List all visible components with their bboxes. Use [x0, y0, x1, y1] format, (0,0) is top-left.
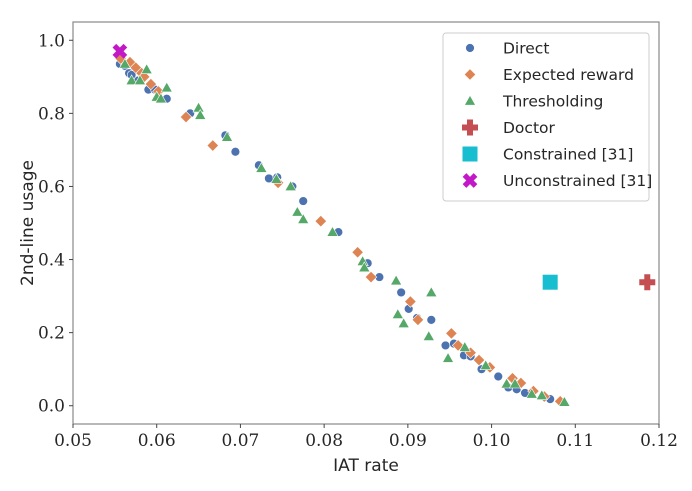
x-axis: 0.05 0.06 0.07 0.08 0.09 0.10 0.11 0.12	[54, 424, 678, 451]
data-point	[535, 389, 548, 400]
data-point	[458, 341, 471, 352]
x-tick-label: 0.06	[138, 431, 176, 451]
x-tick-label: 0.07	[221, 431, 259, 451]
data-point	[125, 74, 138, 85]
data-point	[493, 371, 503, 382]
legend: Direct Expected reward Thresholding Doctor C…	[442, 32, 652, 202]
legend-label: Constrained [31]	[503, 146, 633, 164]
data-point	[426, 315, 436, 325]
legend-label: Doctor	[503, 119, 556, 137]
data-point	[500, 377, 513, 389]
data-point	[351, 246, 364, 259]
legend-marker	[462, 119, 478, 136]
data-point	[404, 295, 417, 308]
x-tick-label: 0.09	[389, 431, 427, 451]
data-point	[358, 261, 371, 273]
y-axis-label: 2nd-line usage	[18, 160, 38, 286]
data-point	[298, 196, 308, 206]
x-tick-label: 0.10	[473, 431, 511, 451]
data-point	[297, 213, 310, 224]
data-point	[425, 286, 438, 297]
series-constrained-31-	[542, 274, 558, 290]
data-point	[364, 270, 378, 284]
data-point-shape	[112, 43, 128, 59]
series-unconstrained-31-	[112, 43, 128, 59]
y-tick-label: 0.8	[38, 104, 65, 124]
legend-label: Unconstrained [31]	[503, 172, 652, 190]
legend-marker	[462, 173, 478, 188]
y-axis: 0.0 0.2 0.4 0.6 0.8 1.0	[38, 31, 73, 417]
series-thresholding	[118, 57, 571, 407]
data-point	[118, 57, 132, 69]
y-tick-label: 0.6	[38, 177, 65, 197]
x-tick-label: 0.08	[305, 431, 343, 451]
data-point	[390, 274, 403, 286]
data-point	[206, 139, 219, 152]
y-tick-label: 0.2	[38, 324, 65, 344]
data-point	[140, 63, 153, 75]
legend-marker	[462, 146, 478, 162]
data-point	[270, 172, 283, 184]
x-tick-label: 0.12	[640, 431, 678, 451]
data-point	[133, 74, 147, 85]
data-point	[542, 274, 558, 290]
x-axis-label: IAT rate	[333, 456, 399, 476]
data-point	[144, 77, 158, 91]
data-point	[112, 43, 128, 59]
plot-frame	[72, 21, 660, 425]
series-doctor	[639, 274, 656, 291]
data-point	[179, 110, 193, 124]
data-point	[441, 352, 455, 363]
data-point	[525, 387, 538, 399]
plot-area	[72, 21, 660, 425]
legend-box	[442, 32, 650, 202]
data-point	[396, 287, 406, 298]
data-point	[255, 161, 268, 173]
data-point	[230, 147, 241, 157]
data-point	[445, 327, 458, 340]
data-point	[440, 340, 451, 351]
data-point	[639, 274, 656, 291]
series-expected-reward	[114, 52, 567, 408]
data-point	[411, 313, 425, 327]
legend-label: Thresholding	[502, 93, 603, 111]
data-point	[558, 395, 571, 407]
data-point	[508, 377, 522, 389]
data-point	[472, 353, 486, 367]
y-tick-label: 1.0	[38, 31, 65, 51]
x-tick-label: 0.05	[54, 431, 92, 451]
data-point	[397, 317, 410, 329]
data-point	[160, 81, 173, 93]
data-point	[220, 130, 234, 142]
y-tick-label: 0.4	[38, 251, 65, 271]
y-tick-label: 0.0	[38, 397, 65, 417]
data-point	[291, 205, 304, 217]
data-point	[194, 108, 207, 120]
legend-marker	[465, 43, 475, 53]
legend-marker	[463, 68, 477, 81]
data-point	[479, 359, 492, 371]
data-point	[314, 214, 327, 228]
legend-label: Direct	[503, 40, 549, 58]
data-point	[284, 180, 297, 191]
legend-marker-shape	[462, 173, 478, 188]
data-point	[326, 225, 339, 237]
legend-marker	[463, 94, 477, 106]
data-point	[422, 330, 435, 341]
legend-label: Expected reward	[503, 66, 634, 84]
data-point	[154, 92, 168, 104]
data-point	[391, 308, 404, 319]
x-tick-label: 0.11	[556, 431, 594, 451]
